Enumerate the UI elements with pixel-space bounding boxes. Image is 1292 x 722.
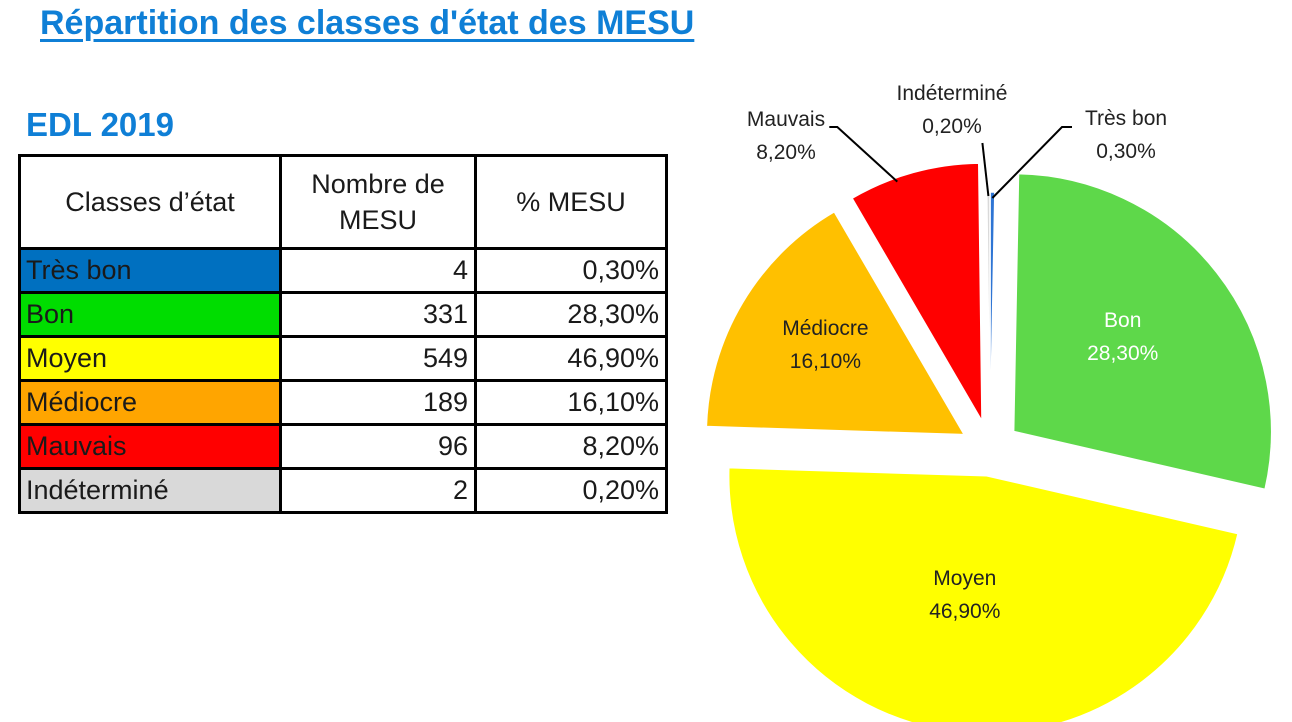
- slice-label-value-3: 46,90%: [929, 600, 1000, 623]
- class-cell-mauvais: Mauvais: [18, 423, 282, 470]
- header-count: Nombre de MESU: [279, 154, 477, 250]
- slice-label-name-3: Moyen: [933, 567, 996, 590]
- table-header-row: Classes d’état Nombre de MESU % MESU: [18, 154, 668, 250]
- state-classes-table: Classes d’état Nombre de MESU % MESU Très…: [18, 154, 668, 514]
- pie-slice-6: [985, 191, 991, 451]
- slice-label-name-4: Médiocre: [782, 317, 868, 340]
- slice-label-name-1: Très bon: [1085, 107, 1167, 130]
- slice-label-name-6: Indéterminé: [897, 82, 1008, 105]
- class-cell-indetermine: Indéterminé: [18, 467, 282, 514]
- header-count-line2: MESU: [338, 205, 417, 235]
- slice-label-value-2: 28,30%: [1087, 342, 1158, 365]
- class-cell-moyen: Moyen: [18, 335, 282, 382]
- pie-slice-5: [851, 162, 983, 424]
- slice-label-name-2: Bon: [1104, 309, 1141, 332]
- slice-label-value-6: 0,20%: [922, 115, 982, 138]
- percent-cell: 8,20%: [474, 423, 668, 470]
- table-subtitle: EDL 2019: [26, 106, 174, 143]
- percent-cell: 46,90%: [474, 335, 668, 382]
- count-cell: 331: [279, 291, 477, 338]
- pie-slice-2: [1012, 172, 1273, 491]
- pie-slice-3: [727, 466, 1239, 722]
- page-title: Répartition des classes d'état des MESU: [40, 4, 695, 42]
- class-cell-bon: Bon: [18, 291, 282, 338]
- leader-line-indetermine: [981, 142, 990, 197]
- header-classes: Classes d’état: [18, 154, 282, 250]
- percent-cell: 0,30%: [474, 247, 668, 294]
- count-cell: 2: [279, 467, 477, 514]
- count-cell: 96: [279, 423, 477, 470]
- percent-cell: 16,10%: [474, 379, 668, 426]
- count-cell: 549: [279, 335, 477, 382]
- table-row: Médiocre 189 16,10%: [18, 379, 668, 426]
- count-cell: 4: [279, 247, 477, 294]
- header-count-line1: Nombre de: [311, 168, 445, 199]
- table-row: Indéterminé 2 0,20%: [18, 467, 668, 514]
- leader-line-tres-bon: [991, 126, 1072, 199]
- table-row: Moyen 549 46,90%: [18, 335, 668, 382]
- header-percent: % MESU: [474, 154, 668, 250]
- table-row: Bon 331 28,30%: [18, 291, 668, 338]
- slice-label-name-5: Mauvais: [747, 108, 825, 131]
- class-cell-mediocre: Médiocre: [18, 379, 282, 426]
- count-cell: 189: [279, 379, 477, 426]
- table-row: Mauvais 96 8,20%: [18, 423, 668, 470]
- table-row: Très bon 4 0,30%: [18, 247, 668, 294]
- percent-cell: 28,30%: [474, 291, 668, 338]
- percent-cell: 0,20%: [474, 467, 668, 514]
- class-cell-tres-bon: Très bon: [18, 247, 282, 294]
- slice-label-value-5: 8,20%: [756, 141, 816, 164]
- slice-label-value-1: 0,30%: [1096, 140, 1156, 163]
- slice-label-value-4: 16,10%: [790, 350, 861, 373]
- pie-slice-4: [705, 210, 966, 436]
- leader-line-mauvais: [829, 126, 898, 183]
